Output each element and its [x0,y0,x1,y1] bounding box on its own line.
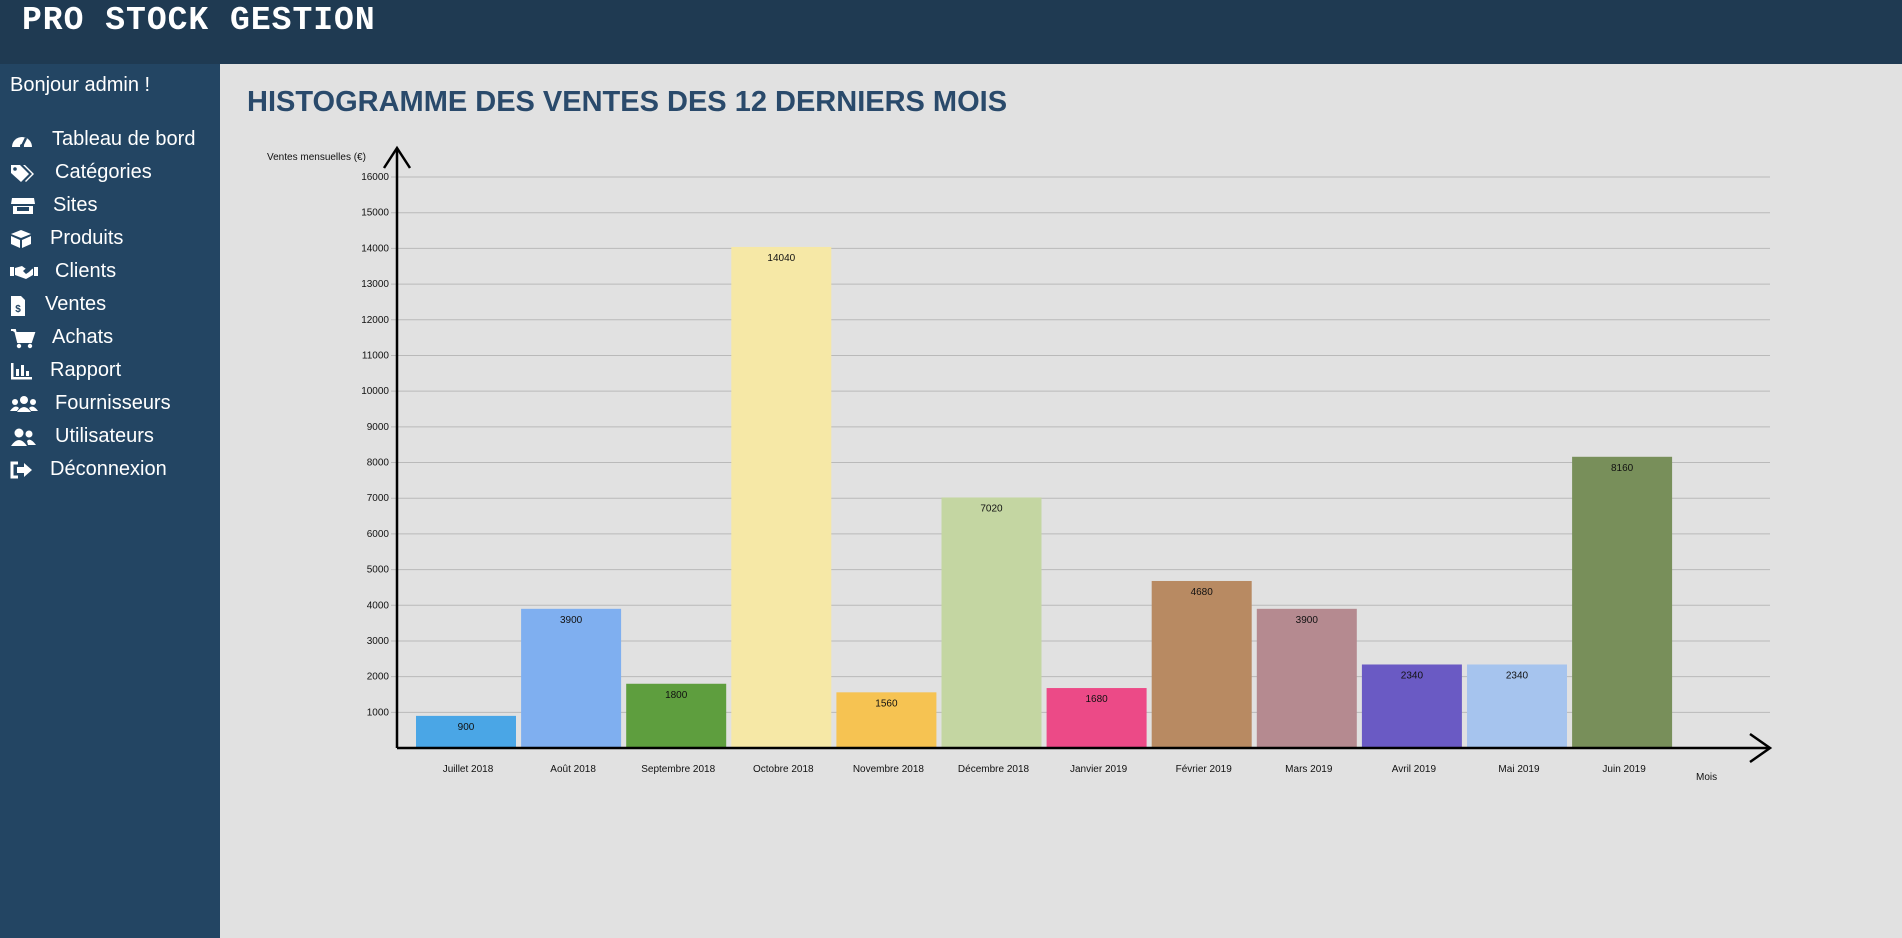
y-tick-label: 2000 [367,672,390,683]
sidebar-item-deconnexion[interactable]: Déconnexion [0,454,220,486]
x-category-label: Août 2018 [550,764,596,775]
x-category-label: Mars 2019 [1285,764,1333,775]
x-category-label: Décembre 2018 [958,764,1030,775]
y-axis-arrow [382,145,412,169]
sidebar-item-sites[interactable]: Sites [0,190,220,222]
sidebar-item-clients[interactable]: Clients [0,256,220,288]
cart-icon [11,329,36,349]
sidebar-item-label: Fournisseurs [55,392,171,414]
bar [521,608,622,748]
bar-value-label: 8160 [1611,463,1634,474]
sidebar-item-categories[interactable]: Catégories [0,157,220,189]
sidebar-item-label: Produits [50,227,124,249]
users-icon [10,396,38,412]
bar-value-label: 1560 [875,698,898,709]
invoice-icon: $ [11,296,25,316]
dashboard-icon [12,137,32,148]
sidebar-item-utilisateurs[interactable]: Utilisateurs [0,421,220,453]
bar-value-label: 1680 [1085,694,1108,705]
y-tick-label: 9000 [367,422,390,433]
bar-value-label: 3900 [560,615,583,626]
y-tick-label: 10000 [361,386,389,397]
x-category-label: Mai 2019 [1498,764,1540,775]
handshake-icon [10,266,38,279]
x-category-label: Février 2019 [1176,764,1233,775]
y-tick-label: 4000 [367,600,390,611]
bar-chart-icon [11,363,32,380]
bar-value-label: 1800 [665,690,688,701]
top-bar: PRO STOCK GESTION [0,0,1902,64]
y-tick-label: 7000 [367,493,390,504]
bar-value-label: 3900 [1296,615,1319,626]
y-tick-label: 8000 [367,458,390,469]
y-tick-label: 11000 [362,350,390,361]
app-title: PRO STOCK GESTION [22,2,376,39]
x-axis-label: Mois [1696,772,1717,783]
box-icon [11,230,31,248]
y-tick-label: 16000 [361,172,389,183]
sidebar-item-label: Achats [52,326,114,348]
sidebar-item-label: Rapport [50,359,122,381]
y-tick-label: 13000 [361,279,389,290]
sidebar-item-label: Déconnexion [50,458,167,480]
x-category-label: Septembre 2018 [641,764,715,775]
bar [1151,580,1252,748]
bar [626,683,727,748]
sidebar: Bonjour admin ! Tableau de bord Catégori… [0,64,220,938]
bar-value-label: 14040 [767,253,795,264]
y-tick-label: 1000 [367,707,390,718]
y-tick-label: 6000 [367,529,390,540]
bar-value-label: 2340 [1401,670,1424,681]
sidebar-item-label: Ventes [45,293,107,315]
sales-histogram-chart: Ventes mensuelles (€) Mois 1000 2000 3000 4… [267,145,1773,783]
sidebar-item-label: Clients [55,260,117,282]
store-icon [11,198,35,214]
sidebar-item-label: Utilisateurs [55,425,154,447]
y-tick-label: 3000 [367,636,390,647]
sidebar-item-tableau-de-bord[interactable]: Tableau de bord [0,124,220,156]
x-category-label: Novembre 2018 [853,764,925,775]
greeting-text: Bonjour admin ! [10,74,151,96]
bar [1572,456,1673,748]
x-category-label: Juillet 2018 [443,764,494,775]
bar [1046,688,1147,748]
bar-value-label: 900 [458,722,475,733]
bar [416,715,516,748]
bar [836,692,937,748]
sidebar-item-label: Sites [53,194,98,216]
user-friends-icon [11,428,36,446]
svg-text:$: $ [15,304,21,315]
sign-out-icon [10,461,32,479]
x-axis-arrow [1749,732,1773,764]
bar [731,246,832,748]
y-tick-label: 15000 [361,208,389,219]
bar [1361,664,1462,748]
bar [941,497,1042,748]
y-tick-label: 5000 [367,565,390,576]
y-tick-label: 14000 [361,243,389,254]
bar-value-label: 2340 [1506,670,1529,681]
tags-icon [11,165,34,182]
bar [1256,608,1357,748]
sidebar-item-label: Tableau de bord [52,128,196,150]
x-category-label: Juin 2019 [1602,764,1646,775]
bar-value-label: 4680 [1191,587,1214,598]
main-content: HISTOGRAMME DES VENTES DES 12 DERNIERS M… [220,64,1902,938]
y-tick-label: 12000 [361,315,389,326]
x-category-label: Octobre 2018 [753,764,814,775]
page-title: HISTOGRAMME DES VENTES DES 12 DERNIERS M… [247,86,1008,118]
sidebar-item-achats[interactable]: Achats [0,322,220,354]
bar-value-label: 7020 [980,503,1003,514]
sidebar-item-rapport[interactable]: Rapport [0,355,220,387]
sidebar-item-label: Catégories [55,161,152,183]
x-category-label: Avril 2019 [1392,764,1437,775]
sidebar-item-produits[interactable]: Produits [0,223,220,255]
sidebar-item-fournisseurs[interactable]: Fournisseurs [0,388,220,420]
bar [1467,664,1567,748]
y-axis-label: Ventes mensuelles (€) [267,152,366,163]
x-category-label: Janvier 2019 [1070,764,1128,775]
sidebar-item-ventes[interactable]: $ Ventes [0,289,220,321]
